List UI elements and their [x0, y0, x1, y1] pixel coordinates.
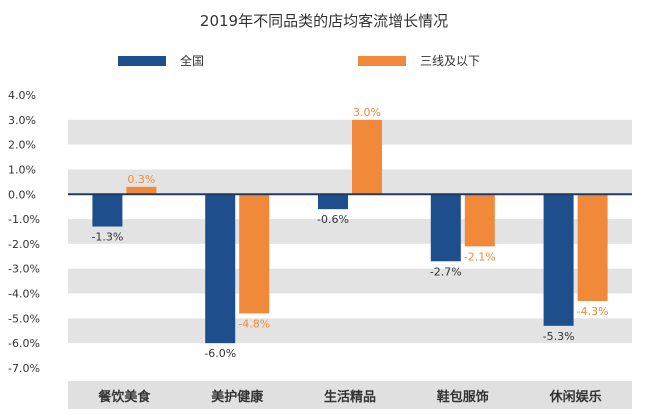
bar-national: [318, 194, 348, 210]
y-tick-label: -6.0%: [8, 337, 40, 350]
data-label-tier3: -2.1%: [464, 250, 496, 263]
y-tick-label: -2.0%: [8, 238, 40, 251]
y-tick-label: 1.0%: [8, 163, 36, 176]
data-label-tier3: 0.3%: [127, 173, 155, 186]
bar-tier3: [464, 194, 495, 247]
y-tick-label: -3.0%: [8, 263, 40, 276]
category-strip: [68, 381, 632, 409]
legend-item-tier3: 三线及以下: [358, 52, 480, 69]
y-tick-label: 3.0%: [8, 114, 36, 127]
data-label-tier3: -4.3%: [577, 305, 609, 318]
legend-label-tier3: 三线及以下: [420, 54, 481, 68]
grid-band: [68, 219, 632, 244]
x-category-label: 休闲娱乐: [549, 389, 602, 405]
data-label-tier3: 3.0%: [353, 106, 381, 119]
bar-national: [205, 194, 236, 344]
data-label-national: -6.0%: [204, 347, 236, 360]
x-category-label: 餐饮美食: [97, 389, 151, 405]
grid-band: [68, 293, 632, 319]
bar-tier3: [577, 194, 608, 301]
data-label-national: -0.6%: [317, 213, 349, 226]
grid-band: [68, 144, 632, 170]
grid-band: [68, 169, 632, 195]
y-tick-label: 4.0%: [8, 89, 36, 102]
data-label-tier3: -4.8%: [238, 317, 270, 330]
y-tick-label: 2.0%: [8, 139, 36, 152]
data-label-national: -2.7%: [430, 265, 462, 278]
bar-national: [92, 194, 123, 227]
y-tick-label: -4.0%: [8, 288, 40, 301]
y-tick-label: 0.0%: [8, 188, 36, 201]
x-category-label: 生活精品: [324, 389, 376, 405]
legend-swatch-national: [118, 55, 166, 66]
bar-tier3: [239, 194, 270, 314]
bar-tier3: [352, 119, 382, 195]
data-label-national: -1.3%: [91, 231, 123, 244]
bar-national: [543, 194, 574, 326]
bar-tier3: [126, 186, 157, 195]
legend-label-national: 全国: [180, 54, 205, 68]
grid-band: [68, 95, 632, 120]
data-label-national: -5.3%: [543, 330, 575, 343]
y-tick-label: -7.0%: [8, 362, 40, 375]
grid-band: [68, 343, 632, 368]
x-category-label: 鞋包服饰: [437, 389, 489, 405]
grid-band: [68, 268, 632, 294]
bar-national: [430, 194, 461, 262]
legend-swatch-tier3: [358, 55, 406, 66]
y-tick-label: -5.0%: [8, 312, 40, 325]
grid-band: [68, 119, 632, 145]
y-tick-label: -1.0%: [8, 213, 40, 226]
chart-title: 2019年不同品类的店均客流增长情况: [199, 12, 449, 30]
grid-band: [68, 194, 632, 220]
grid-band: [68, 243, 632, 269]
x-category-label: 美护健康: [211, 389, 264, 405]
grid-band: [68, 318, 632, 344]
legend-item-national: 全国: [118, 52, 204, 69]
